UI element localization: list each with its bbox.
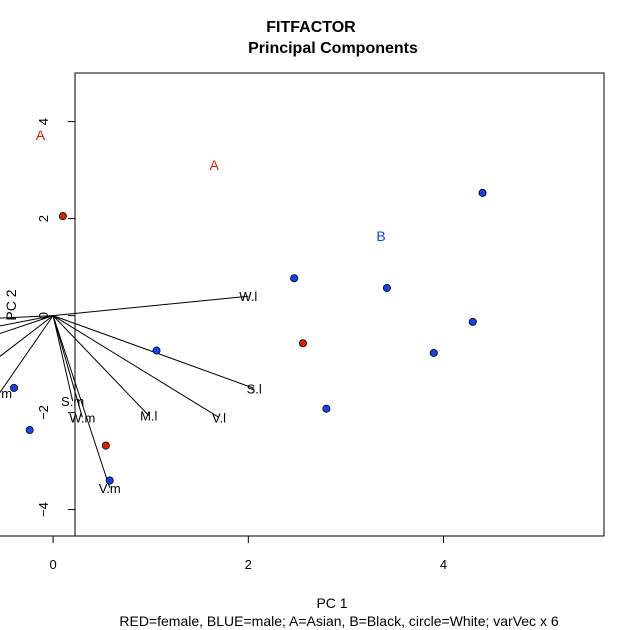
point-male bbox=[105, 476, 114, 485]
chart-title: FITFACTOR bbox=[266, 19, 356, 36]
y-axis-label: PC 2 bbox=[3, 289, 19, 320]
vector-label: M.m bbox=[0, 386, 12, 401]
vector-line bbox=[0, 315, 54, 357]
x-axis-label: PC 1 bbox=[316, 595, 347, 611]
x-axis: −4−2024 bbox=[0, 535, 447, 572]
vector-label: W.m bbox=[69, 410, 95, 425]
plot-frame bbox=[74, 72, 605, 537]
chart-subtitle: Principal Components bbox=[248, 40, 418, 57]
point-male bbox=[322, 404, 331, 413]
point-male bbox=[10, 383, 19, 392]
variable-vectors: W.lW.sS.sV.sM.sM.mS.mW.mM.lV.lS.lV.m bbox=[0, 289, 262, 496]
vector-line bbox=[52, 315, 150, 416]
vector-line bbox=[0, 315, 54, 319]
point-male bbox=[25, 426, 34, 435]
vector-line bbox=[53, 295, 249, 317]
x-tick-label: 0 bbox=[49, 557, 56, 572]
text-point-male: B bbox=[376, 228, 385, 244]
vector-label: V.m bbox=[99, 481, 121, 496]
y-tick-label: −4 bbox=[36, 502, 51, 517]
point-female bbox=[58, 212, 67, 221]
vector-label: W.l bbox=[239, 289, 257, 304]
vector-line bbox=[52, 315, 220, 418]
point-female bbox=[101, 441, 110, 450]
point-male bbox=[429, 348, 438, 357]
y-tick-label: −2 bbox=[36, 405, 51, 420]
vector-label: S.m bbox=[61, 394, 84, 409]
vector-label: M.l bbox=[140, 409, 157, 424]
y-tick-label: 4 bbox=[36, 118, 51, 125]
point-male bbox=[290, 274, 299, 283]
y-tick-label: 2 bbox=[36, 215, 51, 222]
chart-caption: RED=female, BLUE=male; A=Asian, B=Black,… bbox=[119, 613, 558, 629]
point-male bbox=[152, 346, 161, 355]
text-marker-points: A A B bbox=[36, 127, 386, 244]
vector-line bbox=[0, 315, 54, 335]
point-male bbox=[382, 283, 391, 292]
data-points bbox=[10, 188, 487, 485]
vector-label: S.l bbox=[247, 381, 262, 396]
x-tick-label: 4 bbox=[440, 557, 447, 572]
text-point-female: A bbox=[36, 127, 46, 143]
vector-line bbox=[52, 315, 74, 402]
point-female bbox=[298, 339, 307, 348]
vector-line bbox=[0, 315, 54, 394]
point-male bbox=[468, 317, 477, 326]
vector-line bbox=[0, 315, 54, 327]
vector-line bbox=[52, 315, 111, 488]
vector-line bbox=[52, 315, 83, 418]
vector-label: V.l bbox=[212, 410, 226, 425]
x-tick-label: 2 bbox=[245, 557, 252, 572]
text-point-female: A bbox=[209, 157, 219, 173]
point-male bbox=[478, 188, 487, 197]
